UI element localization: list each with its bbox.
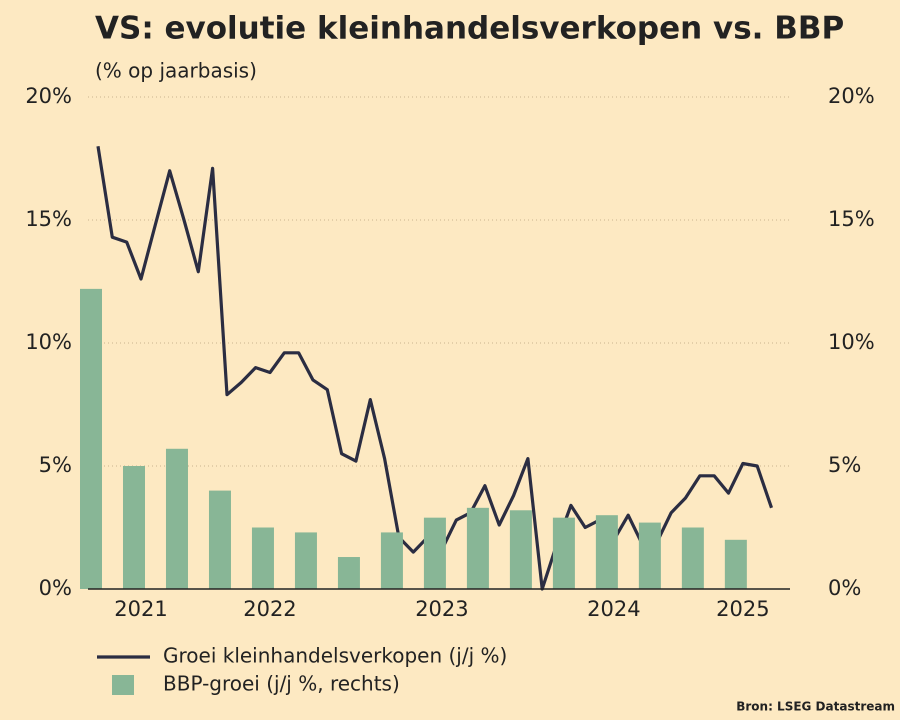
bar <box>509 510 532 589</box>
legend-label: Groei kleinhandelsverkopen (j/j %) <box>163 644 507 668</box>
bar <box>165 448 188 589</box>
y-tick-label: 5% <box>39 453 72 477</box>
bar <box>595 515 618 589</box>
y2-tick-label: 10% <box>828 330 875 354</box>
bar <box>251 527 274 589</box>
source: Bron: LSEG Datastream <box>736 700 895 714</box>
bar <box>552 517 575 589</box>
bar <box>380 532 403 589</box>
bar <box>80 288 102 589</box>
bar <box>294 532 317 589</box>
x-tick-label: 2022 <box>243 597 296 621</box>
bar <box>466 507 489 589</box>
y-tick-label: 15% <box>25 207 72 231</box>
x-tick-label: 2025 <box>716 597 769 621</box>
x-tick-label: 2024 <box>587 597 640 621</box>
chart-title: VS: evolutie kleinhandelsverkopen vs. BB… <box>95 11 844 47</box>
bar <box>423 517 446 589</box>
y-tick-label: 10% <box>25 330 72 354</box>
bar <box>638 522 661 589</box>
legend-label: BBP-groei (j/j %, rechts) <box>163 672 400 696</box>
x-tick-label: 2023 <box>415 597 468 621</box>
chart-subtitle: (% op jaarbasis) <box>95 59 257 83</box>
y2-tick-label: 5% <box>828 453 861 477</box>
bar <box>724 539 747 589</box>
y2-tick-label: 0% <box>828 576 861 600</box>
y-tick-label: 20% <box>25 84 72 108</box>
legend-swatch <box>112 675 134 695</box>
y2-tick-label: 20% <box>828 84 875 108</box>
bar <box>122 466 145 589</box>
bar <box>337 557 360 589</box>
y-tick-label: 0% <box>39 576 72 600</box>
x-tick-label: 2021 <box>114 597 167 621</box>
bar <box>681 527 704 589</box>
bar <box>208 490 231 589</box>
y2-tick-label: 15% <box>828 207 875 231</box>
